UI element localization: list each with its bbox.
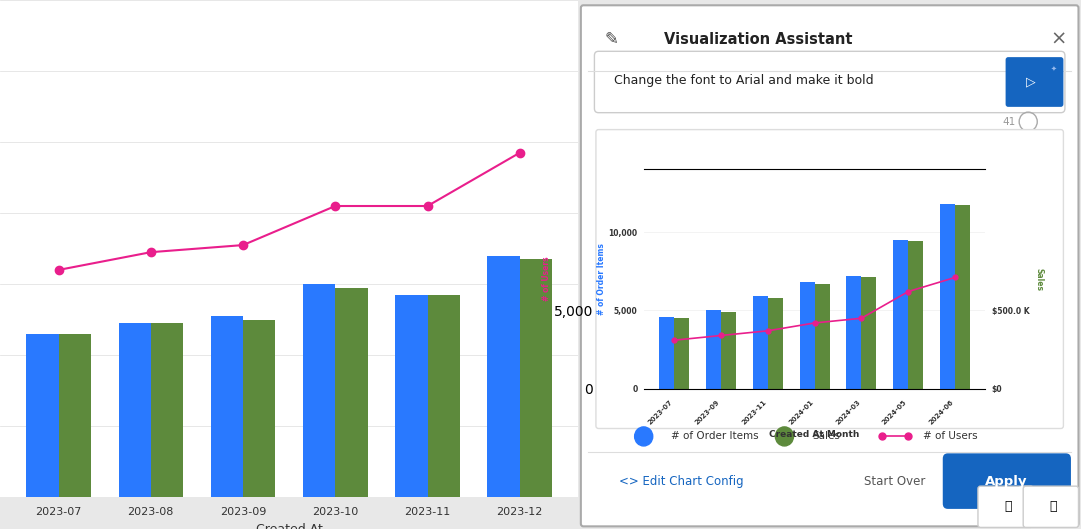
- Bar: [26, 334, 58, 497]
- FancyBboxPatch shape: [1024, 486, 1079, 527]
- Text: ×: ×: [1051, 30, 1067, 49]
- Bar: [955, 205, 970, 389]
- Text: Sales: Sales: [812, 432, 840, 441]
- Text: Change the font to Arial and make it bold: Change the font to Arial and make it bol…: [614, 75, 873, 87]
- Bar: [58, 334, 91, 497]
- Circle shape: [775, 427, 793, 446]
- Text: <> Edit Chart Config: <> Edit Chart Config: [618, 475, 743, 488]
- Bar: [940, 204, 955, 389]
- X-axis label: Created At Month: Created At Month: [770, 430, 859, 439]
- Text: # of Users: # of Users: [923, 432, 977, 441]
- Text: ▷: ▷: [1026, 76, 1036, 88]
- Bar: [119, 323, 151, 497]
- Text: 👍: 👍: [1004, 500, 1012, 513]
- Bar: [243, 320, 276, 497]
- Bar: [303, 284, 335, 497]
- Bar: [862, 278, 877, 389]
- Bar: [335, 288, 368, 497]
- FancyBboxPatch shape: [580, 5, 1079, 526]
- Bar: [675, 318, 690, 389]
- Bar: [396, 295, 427, 497]
- Bar: [721, 312, 736, 389]
- Text: 41: 41: [1002, 117, 1016, 126]
- Bar: [815, 284, 829, 389]
- Bar: [800, 282, 815, 389]
- Bar: [151, 323, 183, 497]
- Bar: [846, 276, 862, 389]
- Y-axis label: # of Order Items: # of Order Items: [597, 243, 605, 315]
- Text: Apply: Apply: [986, 475, 1028, 488]
- Bar: [706, 311, 721, 389]
- Circle shape: [635, 427, 653, 446]
- Bar: [659, 317, 675, 389]
- Bar: [908, 241, 923, 389]
- X-axis label: Created At: Created At: [256, 523, 322, 529]
- FancyBboxPatch shape: [596, 130, 1064, 428]
- Bar: [211, 316, 243, 497]
- Y-axis label: Sales: Sales: [1035, 268, 1043, 290]
- FancyBboxPatch shape: [978, 486, 1033, 527]
- FancyBboxPatch shape: [1005, 57, 1064, 107]
- Text: 👎: 👎: [1050, 500, 1057, 513]
- Text: ✎: ✎: [604, 30, 618, 48]
- Text: ✦: ✦: [1051, 66, 1057, 72]
- Bar: [768, 298, 783, 389]
- Bar: [520, 259, 552, 497]
- Text: Start Over: Start Over: [865, 475, 925, 488]
- Bar: [427, 295, 459, 497]
- FancyBboxPatch shape: [943, 453, 1071, 509]
- Bar: [893, 240, 908, 389]
- Bar: [488, 256, 520, 497]
- Bar: [752, 296, 768, 389]
- FancyBboxPatch shape: [595, 51, 1065, 113]
- Y-axis label: # of Users: # of Users: [542, 257, 551, 302]
- Text: # of Order Items: # of Order Items: [671, 432, 759, 441]
- Text: Visualization Assistant: Visualization Assistant: [664, 32, 852, 47]
